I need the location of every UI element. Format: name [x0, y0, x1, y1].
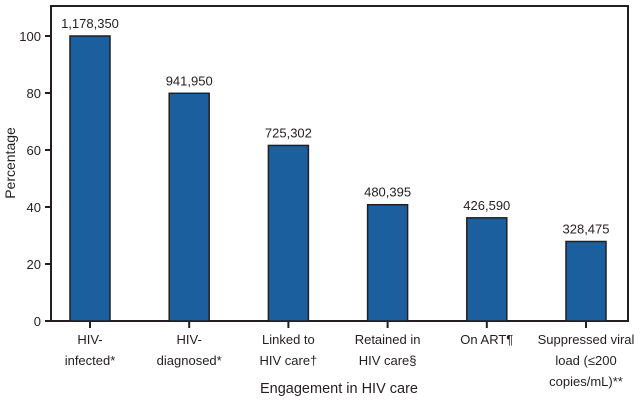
x-tick-label: load (≤200	[555, 353, 616, 368]
x-tick-label: infected*	[65, 353, 116, 368]
y-tick-label: 100	[19, 29, 41, 44]
bars: 1,178,350 941,950 725,302 480,395 426,590 328…	[61, 16, 610, 322]
plot-frame	[50, 5, 629, 322]
x-tick-label: HIV care†	[259, 353, 317, 368]
x-tick-label: Retained in	[355, 332, 421, 347]
y-tick-label: 40	[27, 200, 41, 215]
x-tick-label: diagnosed*	[157, 353, 222, 368]
x-tick-label: HIV care§	[359, 353, 417, 368]
x-tick-label: Suppressed viral	[538, 332, 635, 347]
x-tick-label: On ART¶	[460, 332, 513, 347]
bar	[466, 217, 508, 322]
x-axis-label: Engagement in HIV care	[260, 381, 418, 397]
data-label: 480,395	[364, 185, 411, 200]
y-tick-label: 20	[27, 257, 41, 272]
data-label: 1,178,350	[61, 16, 119, 31]
y-tick-label: 80	[27, 86, 41, 101]
x-tick-label: Linked to	[262, 332, 315, 347]
x-tick-label: HIV-	[177, 332, 202, 347]
bar	[168, 92, 210, 322]
y-axis: 0 20 40 60 80 100	[19, 29, 51, 329]
x-tick-label: HIV-	[77, 332, 102, 347]
data-label: 941,950	[166, 73, 213, 88]
data-label: 426,590	[463, 198, 510, 213]
y-tick-label: 60	[27, 143, 41, 158]
data-label: 725,302	[265, 125, 312, 140]
bar	[69, 35, 111, 322]
bar	[267, 144, 310, 322]
data-label: 328,475	[563, 221, 610, 236]
y-axis-label: Percentage	[2, 127, 18, 199]
y-tick-label: 0	[34, 314, 41, 329]
bar	[366, 203, 409, 322]
x-axis: HIV-infected* HIV-diagnosed* Linked to HIV …	[65, 321, 635, 389]
x-tick-label: copies/mL)**	[549, 374, 623, 389]
bar	[565, 240, 607, 322]
